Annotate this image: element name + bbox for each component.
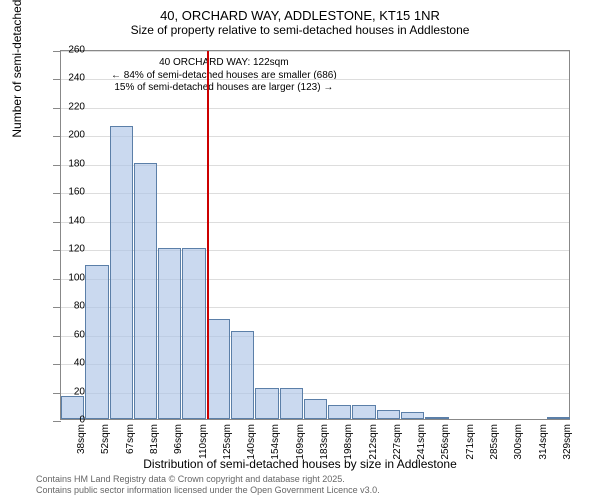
y-tick-label: 240: [55, 73, 85, 84]
gridline: [61, 51, 569, 52]
histogram-bar: [280, 388, 303, 419]
y-tick-label: 120: [55, 244, 85, 255]
y-tick-label: 160: [55, 187, 85, 198]
gridline: [61, 79, 569, 80]
x-tick-label: 183sqm: [319, 424, 330, 460]
histogram-bar: [158, 248, 181, 419]
y-tick-label: 180: [55, 158, 85, 169]
histogram-bar: [377, 410, 400, 419]
annotation-line: 15% of semi-detached houses are larger (…: [111, 82, 337, 95]
y-tick-label: 140: [55, 215, 85, 226]
gridline: [61, 108, 569, 109]
x-tick-label: 96sqm: [173, 424, 184, 454]
x-tick-label: 125sqm: [222, 424, 233, 460]
annotation-line: 40 ORCHARD WAY: 122sqm: [111, 57, 337, 70]
histogram-bar: [134, 163, 157, 419]
histogram-bar: [425, 417, 448, 419]
histogram-bar: [255, 388, 278, 419]
x-tick-label: 81sqm: [149, 424, 160, 454]
histogram-bar: [231, 331, 254, 419]
reference-line: [207, 51, 209, 419]
chart-footer: Contains HM Land Registry data © Crown c…: [36, 474, 380, 496]
x-tick-label: 38sqm: [76, 424, 87, 454]
x-tick-label: 227sqm: [392, 424, 403, 460]
x-tick-label: 314sqm: [538, 424, 549, 460]
histogram-bar: [352, 405, 375, 419]
y-tick-label: 220: [55, 101, 85, 112]
x-tick-label: 329sqm: [562, 424, 573, 460]
histogram-bar: [547, 417, 570, 419]
x-tick-label: 271sqm: [465, 424, 476, 460]
x-tick-label: 169sqm: [295, 424, 306, 460]
y-axis-label: Number of semi-detached properties: [10, 0, 24, 138]
x-tick-label: 241sqm: [416, 424, 427, 460]
histogram-bar: [328, 405, 351, 419]
histogram-bar: [207, 319, 230, 419]
chart-title: 40, ORCHARD WAY, ADDLESTONE, KT15 1NR: [0, 0, 600, 23]
x-tick-label: 300sqm: [513, 424, 524, 460]
y-tick-label: 200: [55, 130, 85, 141]
chart-subtitle: Size of property relative to semi-detach…: [0, 23, 600, 43]
histogram-bar: [401, 412, 424, 419]
chart-plot-area: 40 ORCHARD WAY: 122sqm ← 84% of semi-det…: [60, 50, 570, 420]
gridline: [61, 136, 569, 137]
y-tick-label: 20: [55, 386, 85, 397]
histogram-bar: [182, 248, 205, 419]
x-tick-label: 154sqm: [270, 424, 281, 460]
y-tick-label: 60: [55, 329, 85, 340]
chart-annotation: 40 ORCHARD WAY: 122sqm ← 84% of semi-det…: [111, 57, 337, 95]
y-tick-label: 260: [55, 45, 85, 56]
y-tick-label: 40: [55, 358, 85, 369]
x-tick-label: 256sqm: [440, 424, 451, 460]
histogram-bar: [85, 265, 108, 419]
x-tick-label: 198sqm: [343, 424, 354, 460]
x-tick-label: 140sqm: [246, 424, 257, 460]
y-tick-label: 80: [55, 301, 85, 312]
x-tick-label: 285sqm: [489, 424, 500, 460]
histogram-bar: [304, 399, 327, 419]
footer-line: Contains public sector information licen…: [36, 485, 380, 496]
footer-line: Contains HM Land Registry data © Crown c…: [36, 474, 380, 485]
x-tick-label: 67sqm: [125, 424, 136, 454]
y-tick-label: 100: [55, 272, 85, 283]
histogram-bar: [110, 126, 133, 419]
x-tick-label: 110sqm: [198, 424, 209, 459]
x-tick-label: 212sqm: [368, 424, 379, 460]
x-tick-label: 52sqm: [100, 424, 111, 454]
